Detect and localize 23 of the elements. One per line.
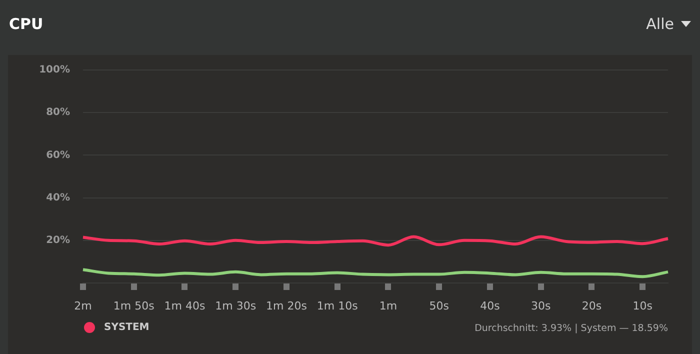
x-tick-label: 20s: [582, 299, 602, 312]
y-tick-label: 40%: [46, 192, 70, 204]
x-tick-label: 2m: [74, 299, 92, 312]
line-series: [82, 268, 670, 278]
x-tick-label: 1m 50s: [113, 299, 155, 312]
x-tick-label: 10s: [632, 299, 653, 312]
x-tick-label: 1m 30s: [215, 299, 256, 312]
line-series: [82, 235, 670, 247]
x-tick-label: 1m 10s: [316, 299, 358, 312]
chart-title: CPU: [9, 15, 44, 33]
y-tick-label: 100%: [39, 64, 70, 76]
y-tick-label: 20%: [46, 234, 70, 246]
y-tick-label: 80%: [46, 107, 70, 118]
x-tick-label: 50s: [429, 299, 450, 312]
y-tick-label: 60%: [46, 150, 70, 161]
x-tick-label: 1m 40s: [164, 299, 206, 312]
x-tick-label: 30s: [530, 299, 551, 312]
text: Durchschnitt: 3.93% | System — 18.59%: [474, 323, 668, 334]
x-tick-label: 1m: [379, 299, 398, 312]
legend-label: SYSTEM: [104, 322, 150, 333]
text: Alle: [646, 15, 674, 33]
x-tick-label: 1m 20s: [266, 299, 308, 312]
x-tick-label: 40s: [480, 299, 500, 312]
